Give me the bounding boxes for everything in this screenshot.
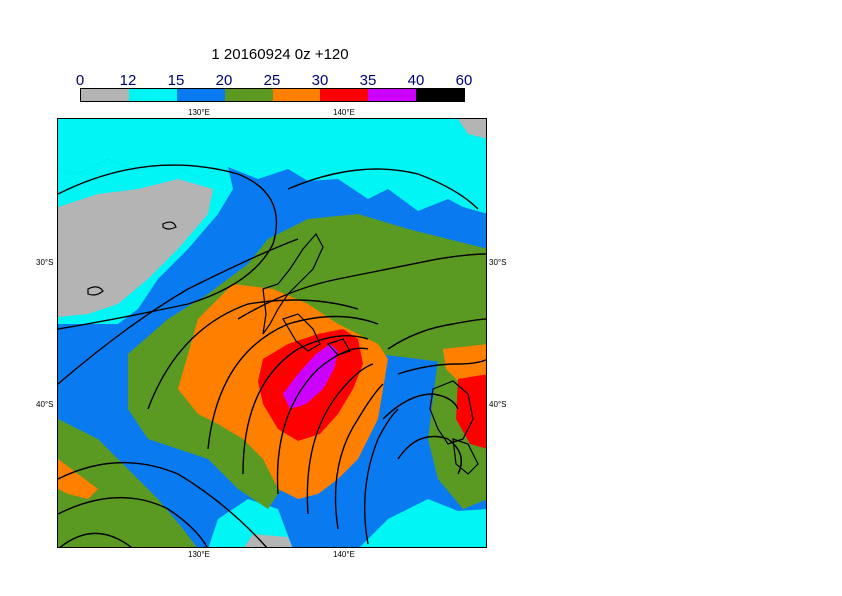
right-lat-label: 40°S	[489, 400, 507, 409]
left-lat-label: 40°S	[36, 400, 54, 409]
legend-label: 15	[167, 72, 185, 89]
legend-colorbar	[80, 88, 465, 102]
legend-label: 30	[311, 72, 329, 89]
top-lon-label: 140°E	[333, 108, 355, 117]
coastline	[87, 221, 479, 475]
grey-zone-north	[458, 119, 486, 139]
legend-label: 12	[119, 72, 137, 89]
legend-swatch	[272, 89, 321, 101]
legend-label: 25	[263, 72, 281, 89]
cyan-zone-se	[360, 499, 486, 547]
legend-label: 0	[75, 72, 85, 89]
right-lat-label: 30°S	[489, 258, 507, 267]
top-lon-label: 130°E	[188, 108, 210, 117]
map-svg	[58, 119, 486, 547]
legend-label: 40	[407, 72, 425, 89]
bottom-lon-label: 140°E	[333, 550, 355, 559]
cyan-zone-south	[208, 499, 293, 547]
plot-title: 1 20160924 0z +120	[211, 46, 349, 63]
legend-swatch	[368, 89, 417, 101]
legend-swatch	[224, 89, 273, 101]
bottom-lon-label: 130°E	[188, 550, 210, 559]
legend-swatch	[416, 89, 464, 101]
isobar-contours	[58, 164, 486, 547]
map-panel	[57, 118, 487, 548]
grey-zone-west	[58, 179, 213, 317]
green-zone-south	[58, 419, 197, 547]
color-legend: 0 12 15 20 25 30 35 40 60	[76, 72, 473, 104]
legend-label: 60	[455, 72, 473, 89]
left-lat-label: 30°S	[36, 258, 54, 267]
legend-swatch	[320, 89, 369, 101]
cyan-zone-north	[58, 119, 486, 214]
orange-zone-sw	[58, 459, 98, 499]
legend-label: 35	[359, 72, 377, 89]
legend-swatch	[128, 89, 177, 101]
legend-swatch	[81, 89, 129, 101]
orange-zone-east	[443, 344, 486, 381]
legend-swatch	[176, 89, 225, 101]
legend-label: 20	[215, 72, 233, 89]
